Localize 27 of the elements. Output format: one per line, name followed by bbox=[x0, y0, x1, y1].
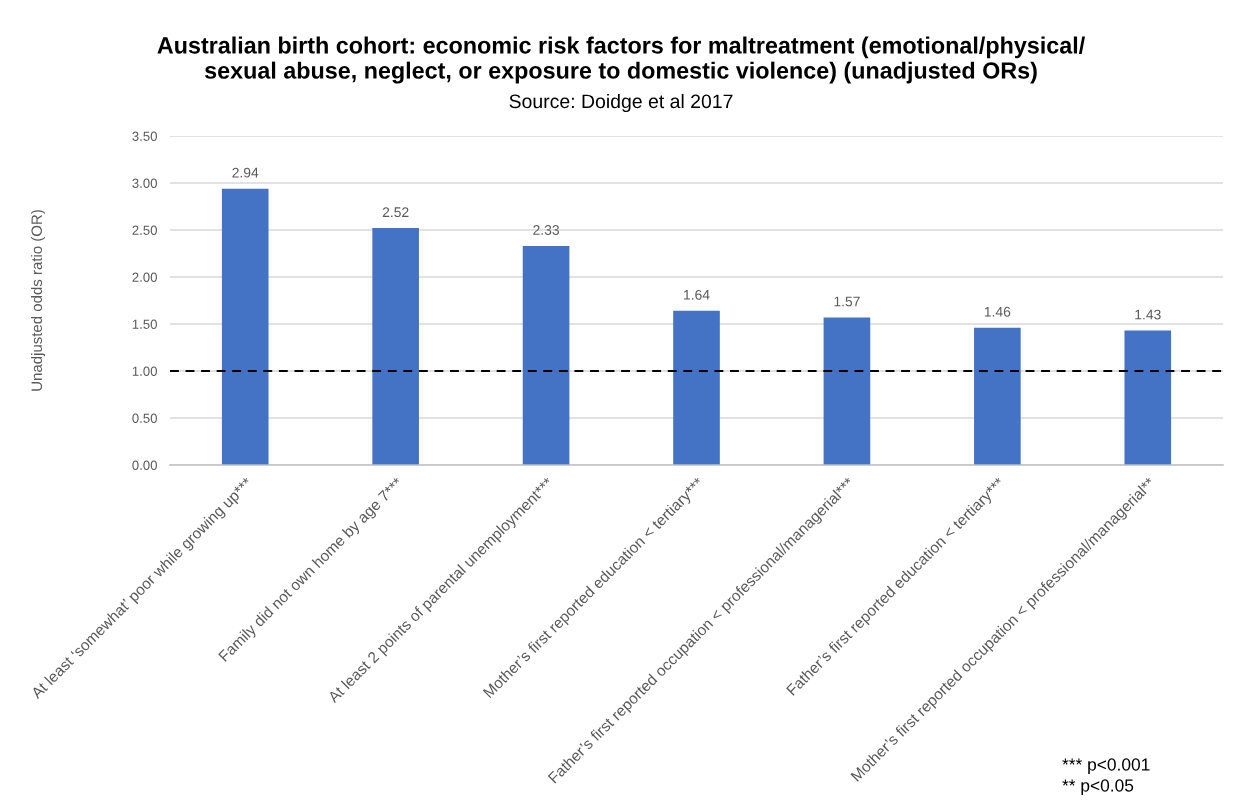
chart-subtitle: Source: Doidge et al 2017 bbox=[509, 93, 733, 113]
bar bbox=[1124, 330, 1172, 465]
data-label: 2.33 bbox=[533, 225, 559, 235]
data-label: 1.57 bbox=[834, 296, 860, 307]
text: *** p<0.001 bbox=[1062, 758, 1150, 775]
bar bbox=[372, 228, 419, 465]
bar bbox=[823, 317, 871, 465]
data-label: 2.52 bbox=[382, 207, 409, 218]
data-label: 1.43 bbox=[1135, 309, 1161, 320]
bar bbox=[221, 188, 269, 465]
bar bbox=[974, 327, 1021, 465]
y-tick-label: 0.50 bbox=[132, 413, 157, 423]
y-tick-label: 2.50 bbox=[132, 225, 157, 235]
text: ** p<0.05 bbox=[1062, 779, 1134, 796]
bar bbox=[522, 245, 570, 465]
bar bbox=[673, 310, 720, 465]
y-tick-label: 1.00 bbox=[132, 366, 157, 376]
data-label: 1.46 bbox=[984, 306, 1011, 317]
y-tick-label: 0.00 bbox=[132, 460, 157, 470]
y-tick-label: 3.50 bbox=[132, 131, 157, 141]
y-axis-title: Unadjusted odds ratio (OR) bbox=[31, 210, 45, 391]
y-tick-label: 1.50 bbox=[132, 319, 157, 329]
data-label: 1.64 bbox=[684, 289, 710, 300]
data-label: 2.94 bbox=[232, 167, 259, 178]
chart-title: Australian birth cohort: economic risk factors for maltreatment (emotional/physical/ sexual abuse, neglect, or exposure to domestic violence) (unadjusted ORs) bbox=[157, 36, 1085, 84]
y-tick-label: 2.00 bbox=[132, 272, 157, 282]
y-tick-label: 3.00 bbox=[132, 178, 157, 188]
